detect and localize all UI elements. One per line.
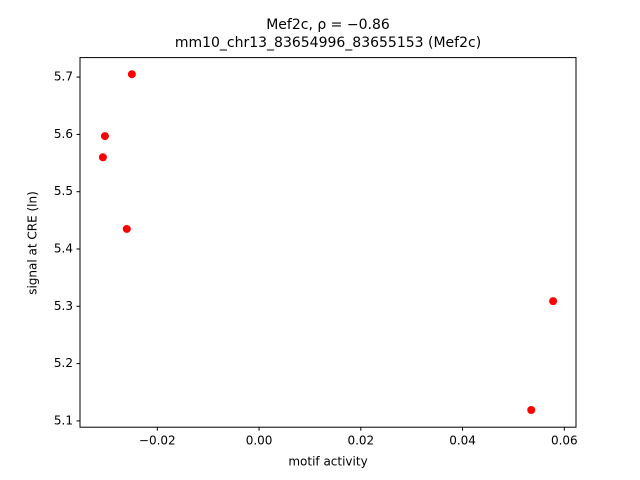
y-tick-label: 5.2 bbox=[54, 356, 73, 370]
y-tick-label: 5.1 bbox=[54, 413, 73, 427]
chart-title: Mef2c, ρ = −0.86 bbox=[266, 17, 390, 33]
plot-frame bbox=[79, 57, 577, 428]
point bbox=[127, 70, 136, 79]
point bbox=[98, 153, 107, 162]
x-tick-label: 0.04 bbox=[449, 434, 476, 448]
y-tick-label: 5.6 bbox=[54, 127, 73, 141]
point bbox=[122, 224, 131, 233]
y-tick-label: 5.3 bbox=[54, 299, 73, 313]
y-axis-label: signal at CRE (ln) bbox=[26, 191, 40, 295]
y-tick-label: 5.5 bbox=[54, 184, 73, 198]
point bbox=[527, 406, 536, 415]
y-tick-label: 5.7 bbox=[54, 70, 73, 84]
x-tick-label: 0.00 bbox=[246, 434, 273, 448]
point bbox=[100, 132, 109, 141]
y-tick-label: 5.4 bbox=[54, 241, 73, 255]
x-tick-label: −0.02 bbox=[139, 434, 176, 448]
x-axis-label: motif activity bbox=[288, 455, 367, 469]
x-tick-label: 0.06 bbox=[551, 434, 578, 448]
chart-subtitle: mm10_chr13_83654996_83655153 (Mef2c) bbox=[175, 35, 481, 51]
point bbox=[549, 297, 558, 306]
x-tick-label: 0.02 bbox=[347, 434, 374, 448]
